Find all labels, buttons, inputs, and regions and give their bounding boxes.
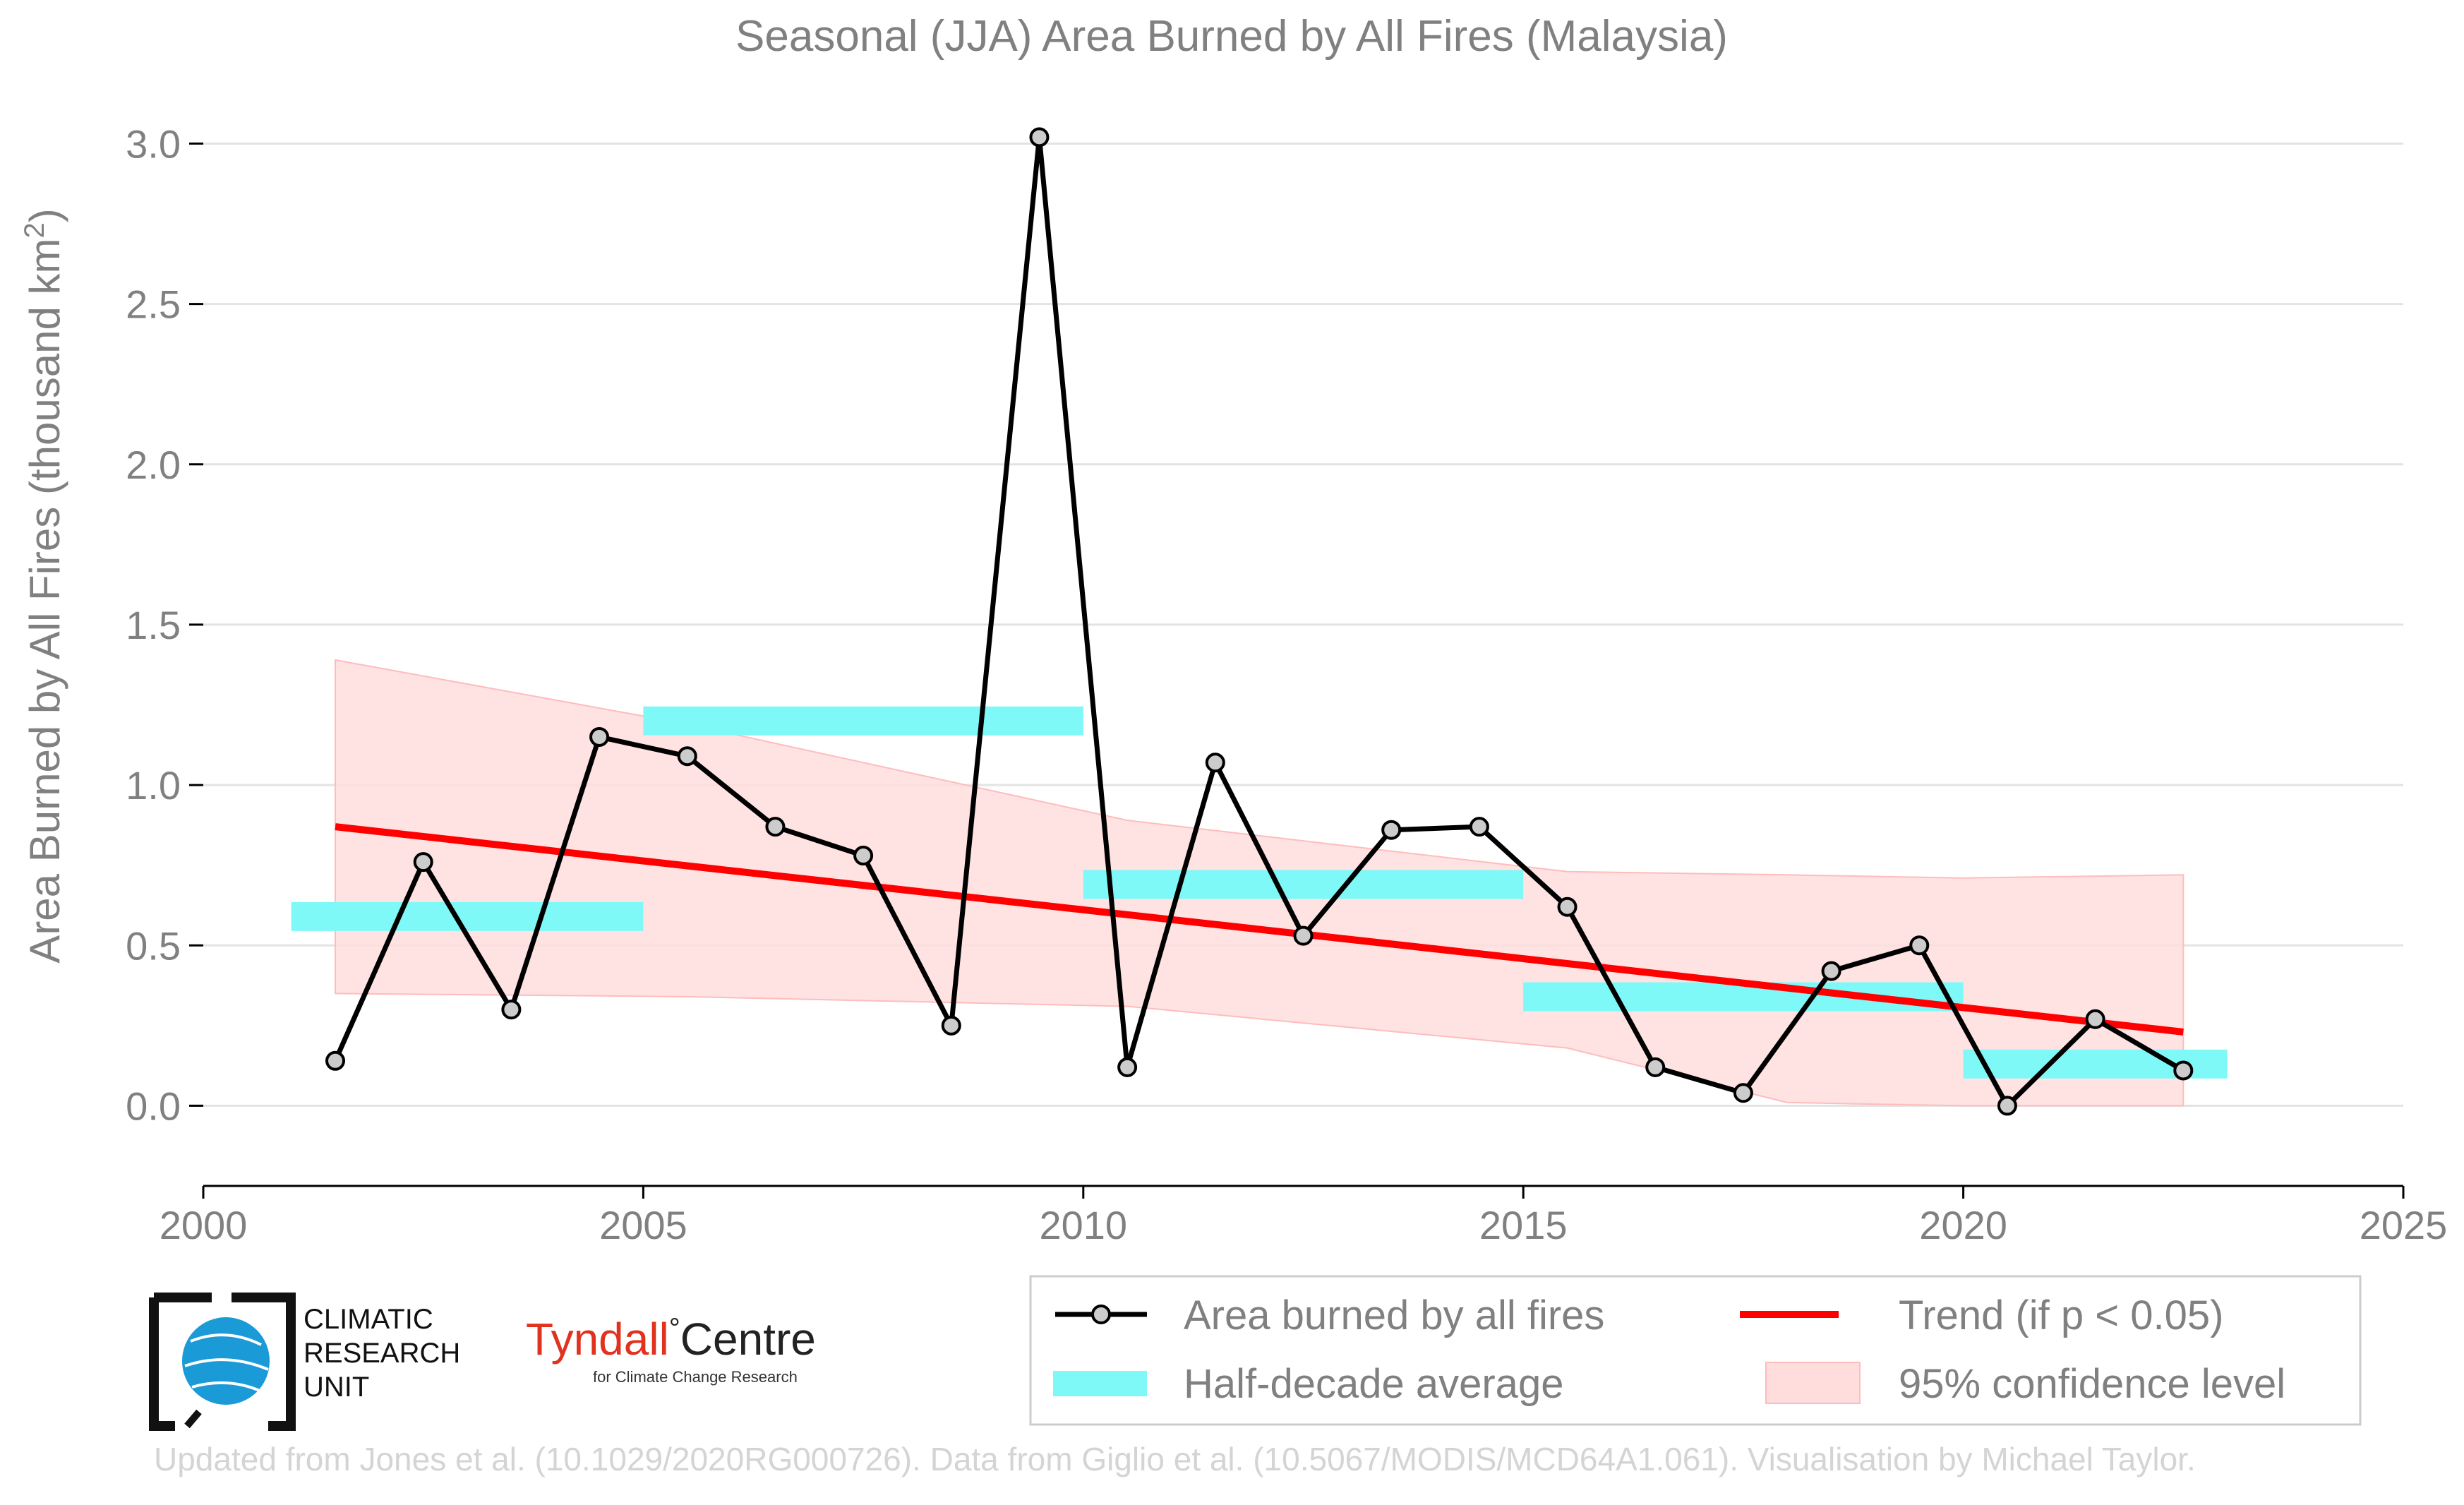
half-decade-bar <box>643 706 1083 736</box>
cru-logo-text: CLIMATIC RESEARCH UNIT <box>304 1302 460 1404</box>
tyndall-word: Tyndall <box>526 1314 669 1365</box>
tyndall-subtitle: for Climate Change Research <box>593 1368 798 1386</box>
x-tick-label: 2025 <box>2360 1203 2448 1247</box>
data-point <box>1293 925 1314 946</box>
data-point <box>501 1000 522 1020</box>
area-burned-series <box>325 127 2194 1116</box>
x-tick-label: 2005 <box>599 1203 687 1247</box>
tyndall-centre-word: Centre <box>680 1314 816 1365</box>
legend-marker-half <box>1053 1371 1147 1396</box>
series-line <box>332 134 2185 1108</box>
chart-title: Seasonal (JJA) Area Burned by All Fires … <box>735 12 1728 61</box>
half-decade-bar <box>291 901 644 931</box>
half-decade-bar <box>1083 870 1524 899</box>
legend-marker-ci <box>1765 1362 1861 1404</box>
cru-logo <box>149 1293 296 1431</box>
legend-label-half: Half-decade average <box>1184 1361 1563 1407</box>
y-tick-label: 2.0 <box>126 443 181 487</box>
data-point <box>1909 935 1930 956</box>
data-point <box>1029 127 1050 148</box>
data-point <box>1381 820 1402 840</box>
y-axis-label: Area Burned by All Fires (thousand km2) <box>19 208 68 963</box>
data-point <box>853 846 874 866</box>
data-point <box>1205 752 1225 773</box>
y-axis-label-sup: 2 <box>19 222 50 238</box>
y-tick-label: 1.5 <box>126 603 181 647</box>
y-tick-label: 3.0 <box>126 121 181 166</box>
data-point <box>1645 1057 1666 1077</box>
x-tick-label: 2000 <box>160 1203 248 1247</box>
data-point <box>1117 1057 1138 1077</box>
data-point <box>1733 1083 1753 1103</box>
data-point <box>589 726 610 747</box>
y-axis-label-main: Area Burned by All Fires (thousand km <box>21 239 68 964</box>
trend-segment <box>335 823 2184 1036</box>
half-decade-bars <box>291 706 2228 1079</box>
trend-line <box>335 823 2184 1036</box>
cru-line-3: UNIT <box>304 1372 370 1403</box>
legend-label-area: Area burned by all fires <box>1184 1293 1604 1338</box>
legend-label-trend: Trend (if p < 0.05) <box>1899 1293 2223 1338</box>
x-tick-label: 2020 <box>1919 1203 2007 1247</box>
data-point <box>1821 961 1841 981</box>
y-tick-label: 0.5 <box>126 923 181 968</box>
data-point <box>677 746 697 767</box>
x-tick-label: 2010 <box>1040 1203 1128 1247</box>
tyndall-logo: Tyndall°Centre for Climate Change Resear… <box>526 1313 816 1386</box>
x-tick-label: 2015 <box>1479 1203 1568 1247</box>
y-tick-label: 0.0 <box>126 1084 181 1128</box>
data-point <box>941 1015 961 1036</box>
legend-frame <box>1029 1275 2362 1426</box>
legend-marker-area-dot <box>1091 1305 1111 1324</box>
data-point <box>1557 897 1577 917</box>
data-point <box>413 852 433 873</box>
tyndall-degree: ° <box>668 1313 680 1344</box>
legend-label-ci: 95% confidence level <box>1899 1361 2285 1407</box>
cru-line-1: CLIMATIC <box>304 1304 433 1335</box>
legend: Area burned by all fires Trend (if p < 0… <box>1029 1275 2362 1426</box>
data-point <box>2173 1060 2194 1081</box>
footer-credits: Updated from Jones et al. (10.1029/2020R… <box>154 1441 2196 1477</box>
y-axis-label-close: ) <box>21 208 68 222</box>
y-tick-label: 1.0 <box>126 763 181 808</box>
axes: 0.0 0.5 1.0 1.5 2.0 2.5 3.0 2000 2005 2010 2015 202… <box>126 121 2447 1247</box>
data-point <box>325 1050 346 1071</box>
data-point <box>2085 1009 2105 1029</box>
y-tick-label: 2.5 <box>126 282 181 327</box>
cru-line-2: RESEARCH <box>304 1338 461 1369</box>
data-point <box>765 817 786 837</box>
data-point <box>1997 1096 2017 1116</box>
data-point <box>1469 817 1489 837</box>
